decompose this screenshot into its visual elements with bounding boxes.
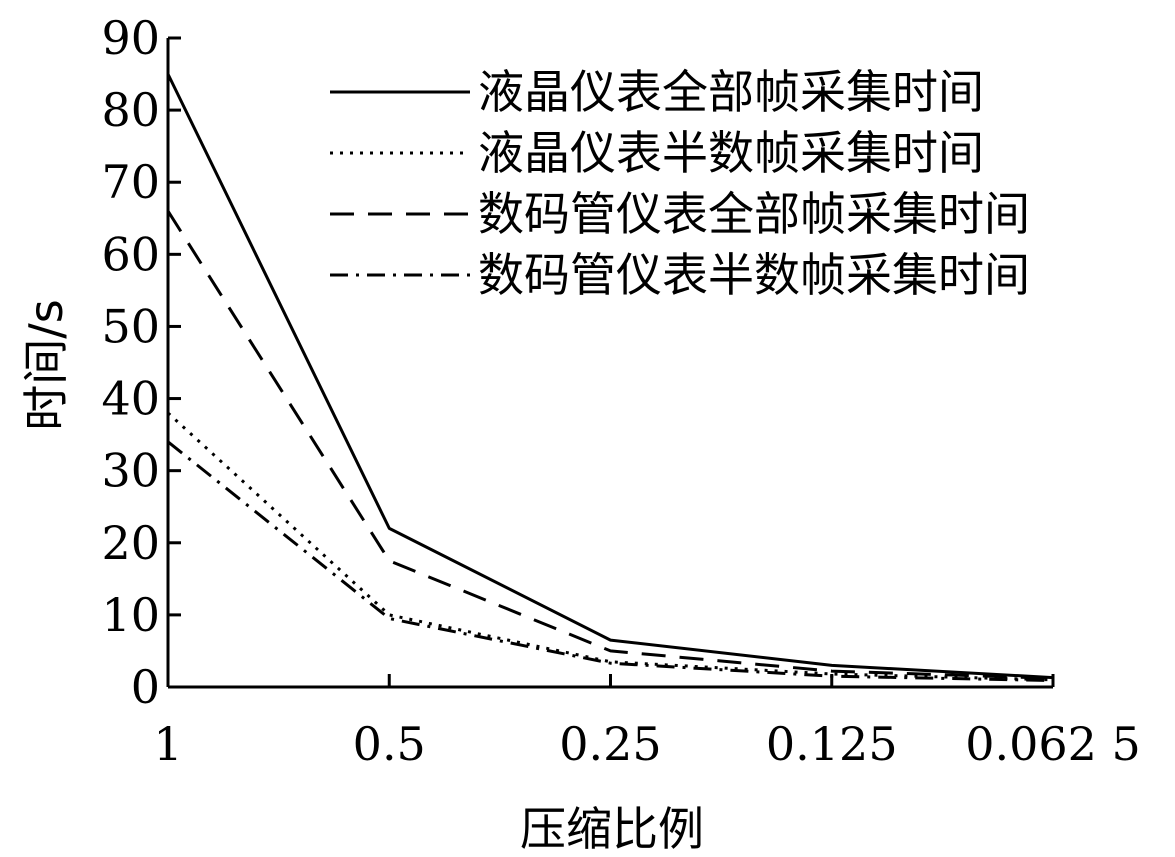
series-lines [166,73,1054,682]
y-tick-label: 40 [101,372,160,426]
y-tick-label: 90 [101,11,160,65]
series-line-1 [166,73,1054,680]
x-tick-label: 1 [153,717,182,771]
legend-label-2: 液晶仪表半数帧采集时间 [478,126,984,180]
y-tick-label: 60 [101,227,160,281]
x-ticks: 1 0.5 0.25 0.125 0.062 5 [153,674,1141,771]
series-line-2 [166,411,1054,682]
y-ticks: 0 10 20 30 40 50 60 70 80 90 [101,11,181,714]
x-tick-label: 0.125 [766,717,898,771]
legend: 液晶仪表全部帧采集时间液晶仪表半数帧采集时间数码管仪表全部帧采集时间数码管仪表半… [330,65,1030,302]
x-tick-label: 0.062 5 [965,717,1141,771]
series-line-3 [166,210,1054,680]
legend-label-3: 数码管仪表全部帧采集时间 [478,187,1030,241]
y-axis-label: 时间/s [19,299,73,430]
series-line-4 [167,440,1054,682]
legend-label-1: 液晶仪表全部帧采集时间 [478,65,984,119]
y-tick-label: 80 [101,83,160,137]
x-axis-label: 压缩比例 [520,802,704,856]
y-tick-label: 0 [131,660,160,714]
x-tick-label: 0.5 [353,717,426,771]
y-tick-label: 50 [101,299,160,353]
y-tick-label: 30 [101,444,160,498]
y-tick-label: 20 [101,516,160,570]
legend-label-4: 数码管仪表半数帧采集时间 [478,248,1030,302]
x-tick-label: 0.25 [559,717,661,771]
y-tick-label: 70 [101,155,160,209]
y-tick-label: 10 [101,588,160,642]
